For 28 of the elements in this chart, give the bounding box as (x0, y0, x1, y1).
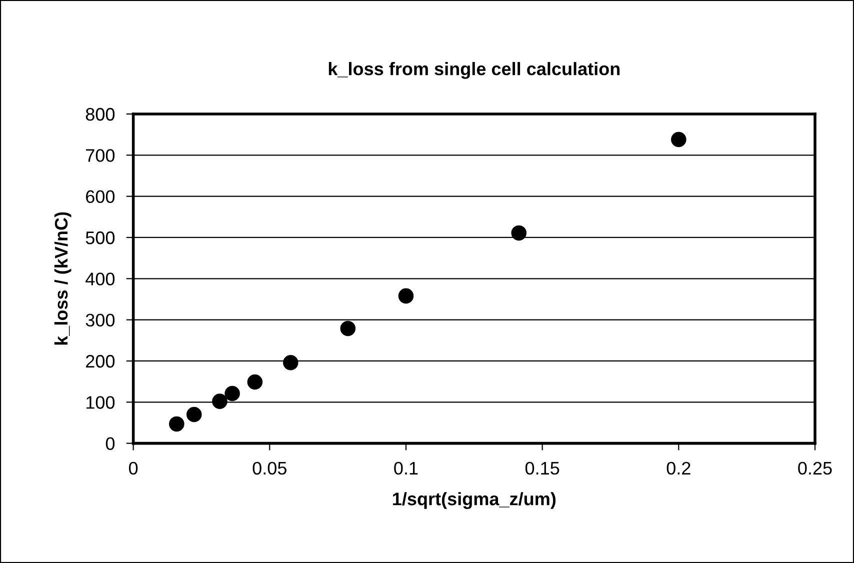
y-tick-label: 300 (86, 314, 115, 327)
y-axis-title: k_loss / (kV/nC) (54, 212, 72, 345)
x-tick-label: 0.05 (252, 462, 286, 475)
x-tick-label: 0 (128, 462, 138, 475)
point (340, 320, 356, 336)
y-tick-label: 700 (86, 149, 115, 162)
point (212, 394, 228, 409)
point (247, 374, 263, 390)
point (169, 416, 184, 432)
y-tick-label: 0 (106, 437, 115, 450)
x-tick-label: 0.15 (525, 462, 560, 475)
point (224, 386, 240, 402)
point (671, 132, 686, 148)
y-tick-label: 100 (86, 396, 115, 409)
y-tick-label: 200 (86, 354, 115, 368)
chart-title: k_loss from single cell calculation (328, 62, 620, 79)
y-tick-label: 400 (86, 272, 115, 286)
x-tick-label: 0.1 (394, 462, 418, 475)
x-axis-title: 1/sqrt(sigma_z/um) (393, 492, 556, 509)
y-tick-label: 600 (86, 190, 115, 204)
y-tick-label: 500 (86, 231, 115, 244)
point (511, 225, 527, 241)
x-tick-label: 0.25 (798, 462, 832, 475)
point (282, 354, 298, 370)
point (398, 288, 414, 304)
x-tick-label: 0.2 (666, 462, 690, 475)
point (186, 406, 202, 422)
y-tick-label: 800 (86, 108, 115, 121)
